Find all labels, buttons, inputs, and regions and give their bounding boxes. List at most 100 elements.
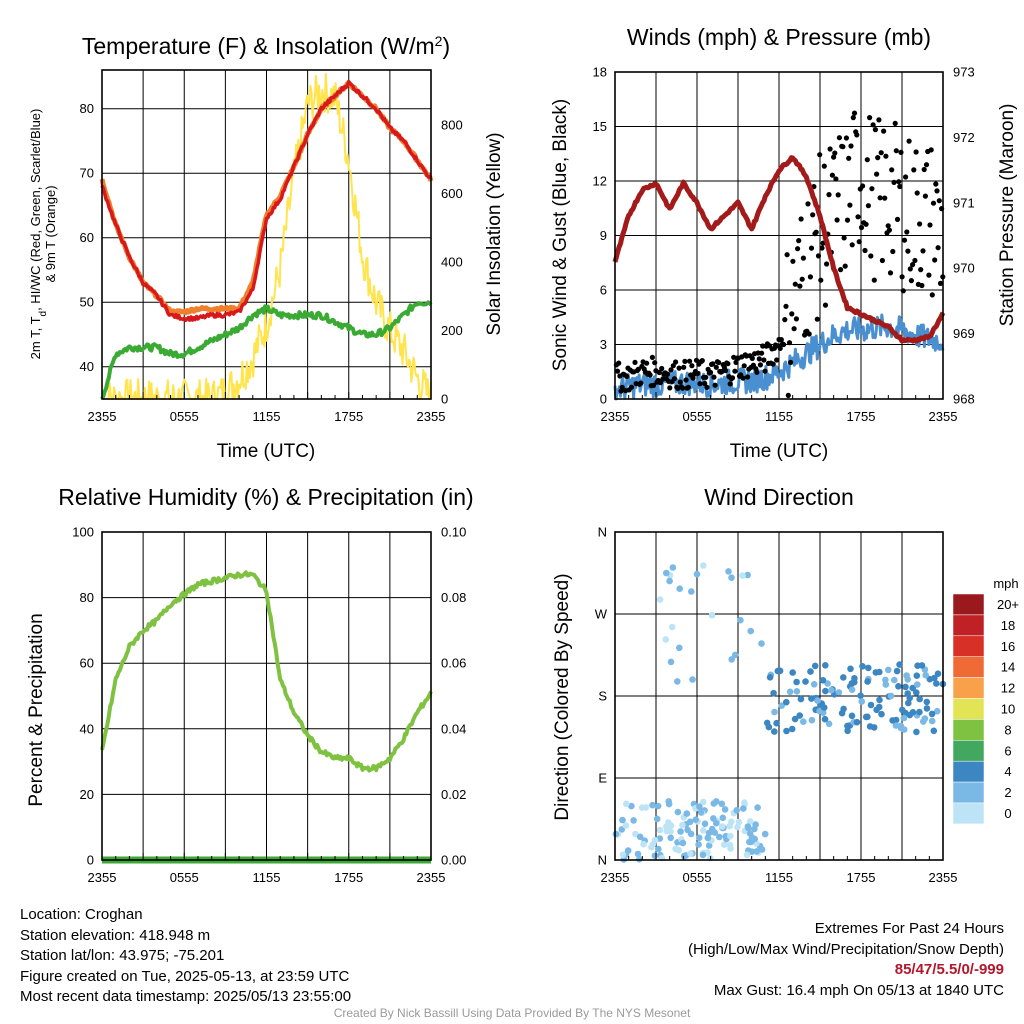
- direction-point: [783, 698, 790, 706]
- direction-point: [684, 826, 691, 834]
- gust-point: [635, 366, 642, 372]
- x-tick-label: 0555: [170, 409, 199, 424]
- legend-swatch: [952, 635, 985, 657]
- recent-text: Most recent data timestamp: 2025/05/13 2…: [20, 988, 352, 1005]
- plot-frame: [614, 531, 944, 861]
- direction-point: [622, 822, 630, 829]
- y-tick-label: W: [595, 607, 608, 622]
- gust-point: [690, 375, 696, 381]
- direction-point: [612, 830, 620, 838]
- y-tick-label: N: [598, 853, 607, 868]
- direction-point: [667, 658, 675, 666]
- gust-point: [680, 385, 686, 391]
- direction-point: [771, 708, 778, 716]
- wind-direction-title: Wind Direction: [704, 484, 854, 510]
- gust-point: [843, 135, 850, 141]
- gust-point: [928, 147, 934, 153]
- y2-tick-label: 0.04: [441, 721, 466, 736]
- direction-point: [930, 727, 938, 735]
- direction-point: [689, 676, 696, 683]
- gust-point: [835, 192, 841, 198]
- gust-point: [792, 281, 798, 287]
- direction-point: [872, 669, 880, 676]
- y2-tick-label: 972: [953, 130, 975, 145]
- y2-tick-label: 969: [953, 326, 975, 341]
- direction-point: [867, 701, 875, 709]
- direction-point: [819, 677, 827, 684]
- direction-point: [844, 727, 851, 735]
- legend-swatch: [952, 719, 985, 741]
- gust-point: [822, 302, 829, 308]
- credit-text: Created By Nick Bassill Using Data Provi…: [333, 1006, 691, 1020]
- gust-point: [778, 337, 784, 343]
- direction-point: [731, 651, 739, 659]
- gust-point: [921, 166, 927, 173]
- direction-point: [634, 850, 642, 858]
- legend-label: 2: [1004, 785, 1011, 800]
- direction-point: [693, 570, 701, 578]
- direction-point: [828, 686, 835, 694]
- x-tick-label: 1755: [334, 870, 363, 885]
- gust-point: [863, 221, 869, 227]
- insolation-ylabel: Solar Insolation (Yellow): [484, 132, 505, 335]
- speed-legend: mph 20+ 18 16 14 12 10 8 6 4 2 0: [952, 576, 1019, 825]
- direction-point: [848, 712, 856, 720]
- gust-point: [703, 374, 709, 380]
- direction-point: [793, 688, 801, 695]
- direction-point: [931, 674, 938, 682]
- direction-point: [676, 585, 683, 592]
- gust-point: [893, 148, 899, 154]
- direction-point: [802, 678, 809, 685]
- y-tick-label: 80: [80, 590, 94, 605]
- x-tick-label: 2355: [417, 870, 446, 885]
- gust-point: [867, 115, 873, 121]
- direction-point: [744, 571, 751, 579]
- gust-point: [685, 384, 692, 390]
- gust-point: [704, 384, 710, 390]
- gust-point: [782, 317, 788, 323]
- direction-point: [725, 568, 732, 575]
- y-tick-label: E: [598, 771, 607, 786]
- direction-point: [739, 572, 746, 579]
- direction-point: [885, 666, 892, 674]
- gust-point: [693, 357, 700, 363]
- direction-point: [859, 663, 866, 670]
- gust-point: [810, 212, 816, 218]
- gust-point: [838, 267, 844, 273]
- direction-point: [695, 841, 702, 848]
- direction-point: [745, 824, 752, 832]
- gust-point: [890, 248, 896, 255]
- legend-swatch: [952, 781, 985, 804]
- direction-point: [862, 713, 870, 721]
- direction-point: [810, 681, 818, 688]
- gust-point: [917, 221, 923, 227]
- x-tick-label: 1155: [253, 409, 281, 424]
- gust-point: [667, 385, 673, 391]
- y-tick-label: 20: [80, 787, 94, 802]
- humidity-panel: Relative Humidity (%) & Precipitation (i…: [26, 484, 474, 885]
- gust-point: [774, 357, 780, 363]
- direction-point: [864, 678, 871, 685]
- gust-point: [676, 365, 682, 371]
- direction-point: [667, 834, 674, 842]
- gust-point: [826, 192, 832, 198]
- gust-point: [834, 217, 840, 223]
- direction-point: [735, 818, 743, 826]
- y-tick-label: 70: [80, 166, 94, 181]
- gust-point: [926, 272, 932, 278]
- direction-point: [797, 695, 805, 703]
- direction-point: [619, 851, 627, 859]
- direction-point: [655, 845, 662, 853]
- direction-point: [687, 850, 694, 857]
- legend-swatch: [952, 802, 985, 825]
- direction-point: [686, 818, 694, 826]
- direction-point: [668, 623, 676, 631]
- gust-point: [877, 195, 883, 201]
- direction-point: [718, 800, 726, 808]
- gust-point: [716, 359, 722, 366]
- gust-point: [795, 246, 801, 252]
- gust-point: [699, 358, 705, 364]
- gust-point: [727, 381, 733, 387]
- x-tick-label: 2355: [929, 409, 958, 424]
- y2-tick-label: 973: [953, 65, 975, 80]
